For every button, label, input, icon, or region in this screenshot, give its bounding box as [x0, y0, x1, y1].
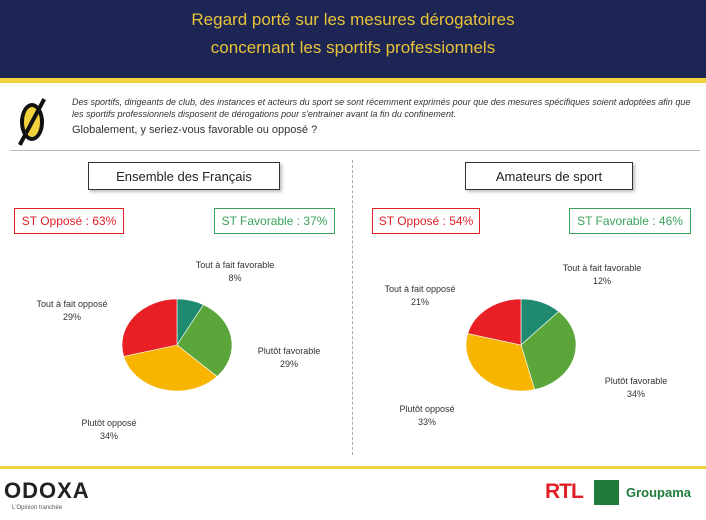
st-oppose-badge-1: ST Opposé : 63% — [14, 208, 124, 234]
label-pfav-2: Plutôt favorable 34% — [604, 376, 668, 399]
title-line-1: Regard porté sur les mesures dérogatoire… — [191, 10, 515, 29]
label-pfav-1: Plutôt favorable 29% — [257, 346, 321, 369]
pie-chart-francais — [121, 298, 233, 392]
st-favorable-badge-2: ST Favorable : 46% — [569, 208, 691, 234]
label-tafav-1: Tout à fait favorable 8% — [195, 260, 275, 283]
separator — [10, 150, 700, 151]
pie-slice-tout-fait-oppos- — [121, 298, 178, 357]
label-taopp-1: Tout à fait opposé 29% — [36, 299, 108, 322]
header-banner: Regard porté sur les mesures dérogatoire… — [0, 0, 706, 78]
label-taopp-2: Tout à fait opposé 21% — [384, 284, 456, 307]
pie-slice-plut-t-favorable — [176, 304, 233, 377]
panel-title-amateurs: Amateurs de sport — [465, 162, 633, 190]
intro-text: Des sportifs, dirigeants de club, des in… — [72, 97, 691, 119]
pie-slice-plut-t-oppos- — [123, 344, 218, 392]
pie-slice-plut-t-favorable — [520, 311, 577, 390]
rtl-logo: RTL — [545, 480, 584, 503]
pie-slice-plut-t-oppos- — [465, 333, 536, 392]
panel-divider — [352, 160, 353, 455]
odoxa-logo-text: ODOXA — [4, 478, 90, 503]
footer-accent-bar — [0, 466, 706, 469]
groupama-logo-text: Groupama — [626, 485, 692, 500]
st-oppose-badge-2: ST Opposé : 54% — [372, 208, 480, 234]
odoxa-tagline: L'Opinion tranchée — [12, 505, 63, 511]
title-line-2: concernant les sportifs professionnels — [210, 38, 496, 57]
pie-slice-tout-fait-oppos- — [467, 298, 522, 346]
groupama-logo-icon — [594, 480, 619, 505]
label-popp-2: Plutôt opposé 33% — [399, 404, 455, 427]
question-text: Globalement, y seriez-vous favorable ou … — [72, 124, 318, 136]
panel-title-francais: Ensemble des Français — [88, 162, 280, 190]
pie-chart-amateurs — [465, 298, 577, 392]
label-popp-1: Plutôt opposé 34% — [81, 418, 137, 441]
st-favorable-badge-1: ST Favorable : 37% — [214, 208, 335, 234]
label-tafav-2: Tout à fait favorable 12% — [562, 263, 642, 286]
header-accent-bar — [0, 78, 706, 83]
